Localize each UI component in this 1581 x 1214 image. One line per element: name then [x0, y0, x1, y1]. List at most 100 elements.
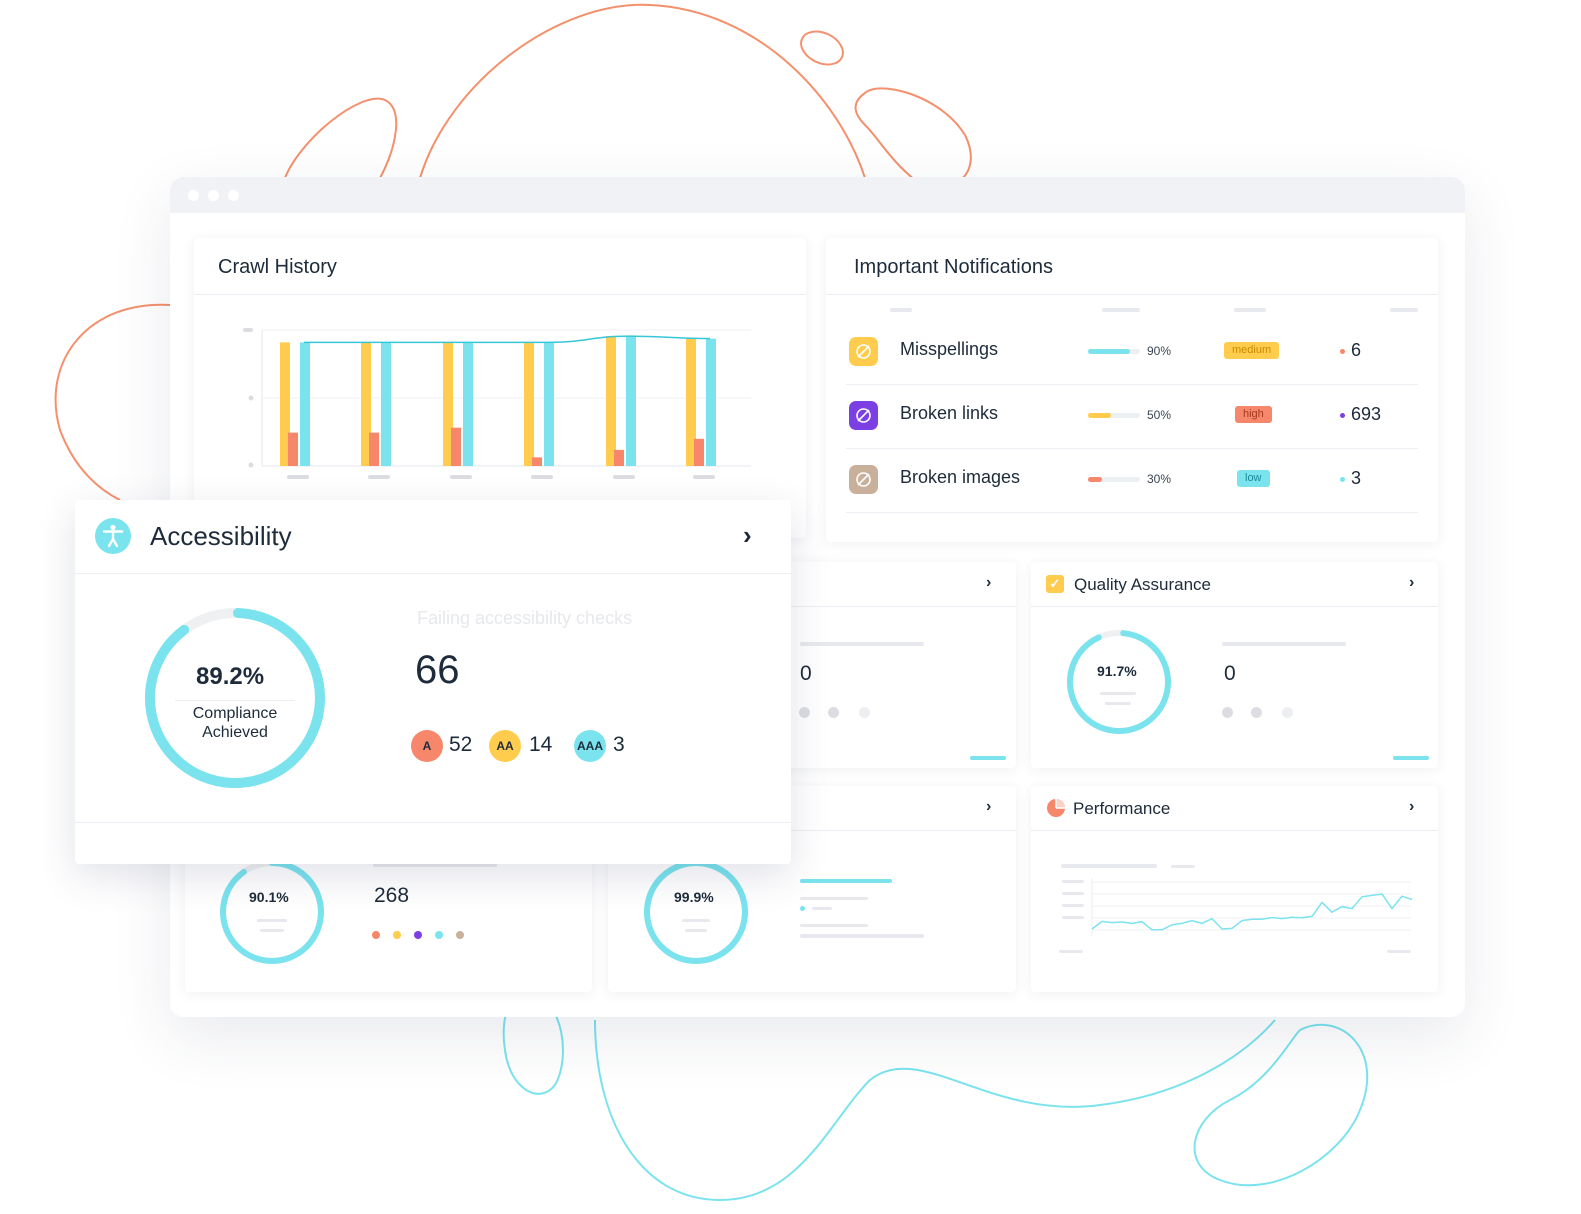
progress-track	[1088, 349, 1140, 354]
status-dot	[1282, 707, 1293, 718]
bar-cyan	[381, 342, 391, 466]
card-header: ›	[608, 786, 1016, 831]
y-tick-label	[1062, 892, 1084, 895]
notification-row[interactable]: Broken links 50% high 693	[846, 384, 1418, 449]
crawl-history-chart	[243, 328, 751, 479]
failing-checks-count: 66	[415, 648, 460, 692]
compliance-caption: Achieved	[202, 724, 268, 741]
card-header: Performance ›	[1031, 786, 1438, 831]
notification-count: 6	[1339, 340, 1362, 360]
bar-salmon	[288, 432, 298, 466]
notification-label: Broken links	[900, 403, 999, 423]
performance-title: Performance	[1073, 799, 1171, 818]
column-header-placeholder	[1234, 308, 1266, 312]
level-count: 14	[529, 733, 553, 756]
column-header-placeholder	[1390, 308, 1418, 312]
ring-progress	[145, 608, 325, 788]
accent-bar	[1393, 756, 1429, 760]
notification-row[interactable]: Misspellings 90% medium 6	[846, 320, 1418, 385]
progress-fill	[1088, 349, 1131, 354]
bottom-left-value: 268	[374, 884, 410, 907]
bar-salmon	[451, 427, 461, 466]
notification-label: Broken images	[900, 467, 1021, 487]
placeholder-bar	[260, 929, 284, 932]
qa-score-ring	[1067, 630, 1171, 734]
y-tick-label	[1062, 904, 1084, 907]
progress-track	[1088, 477, 1140, 482]
qa-score: 91.7%	[1097, 663, 1137, 679]
level-count: 3	[613, 733, 625, 756]
progress-fill	[1088, 413, 1112, 418]
legend-dot	[435, 931, 443, 939]
legend-dot	[456, 931, 464, 939]
x-tick-label	[531, 475, 553, 479]
placeholder-bar	[1061, 864, 1157, 868]
bar-cyan	[463, 342, 473, 466]
placeholder-bar	[1222, 642, 1346, 646]
y-tick-label	[248, 462, 254, 468]
x-tick-label	[613, 475, 635, 479]
card-divider	[75, 822, 791, 823]
status-dot	[800, 906, 805, 911]
score-value: 99.9%	[674, 889, 714, 905]
score-ring	[220, 860, 324, 964]
quality-assurance-card: ✓ Quality Assurance › 91.7% 0	[1031, 562, 1438, 768]
x-tick-label	[1387, 950, 1411, 953]
status-dot	[859, 707, 870, 718]
placeholder-bar	[682, 919, 710, 922]
chevron-right-icon[interactable]: ›	[1409, 574, 1415, 591]
placeholder-bar	[257, 919, 287, 922]
compliance-score: 89.2%	[196, 663, 265, 690]
x-tick-label	[450, 475, 472, 479]
notification-count: 693	[1339, 404, 1382, 424]
notification-percent: 30%	[1147, 472, 1172, 486]
level-badge: AAA	[574, 730, 606, 762]
placeholder-bar	[800, 897, 868, 900]
card-header: ✓ Quality Assurance ›	[1031, 562, 1438, 607]
score-value: 90.1%	[249, 889, 289, 905]
card-header: Crawl History	[194, 238, 806, 295]
placeholder-bar	[373, 863, 497, 867]
crawl-history-title: Crawl History	[218, 256, 337, 278]
y-tick-label	[243, 328, 253, 332]
placeholder-bar	[685, 929, 707, 932]
ring-progress	[644, 860, 748, 964]
card-header: Important Notifications	[826, 238, 1438, 295]
ring-progress	[220, 860, 324, 964]
chevron-right-icon[interactable]: ›	[986, 574, 992, 591]
window-dot	[188, 190, 199, 201]
notification-row[interactable]: Broken images 30% low 3	[846, 448, 1418, 513]
window-dot	[228, 190, 239, 201]
compliance-caption: Compliance	[192, 705, 278, 722]
placeholder-bar	[812, 907, 832, 910]
bar-cyan	[300, 342, 310, 466]
bar-cyan	[626, 336, 636, 466]
accessibility-title: Accessibility	[150, 521, 292, 551]
severity-badge: medium	[1224, 342, 1280, 359]
progress-fill	[1088, 477, 1103, 482]
placeholder-bar	[1105, 702, 1131, 705]
chevron-right-icon[interactable]: ›	[743, 520, 752, 550]
y-tick-label	[1062, 880, 1084, 883]
progress-track	[1088, 413, 1140, 418]
status-dot	[1251, 707, 1262, 718]
bar-cyan	[544, 342, 554, 466]
chevron-right-icon[interactable]: ›	[986, 798, 992, 815]
notifications-title: Important Notifications	[854, 256, 1053, 278]
broken-link-icon	[849, 401, 878, 430]
card-header: ›	[608, 562, 1016, 607]
legend-dot	[393, 931, 401, 939]
column-header-placeholder	[1102, 308, 1140, 312]
x-tick-label	[368, 475, 390, 479]
chevron-right-icon[interactable]: ›	[1409, 798, 1415, 815]
status-dot	[828, 707, 839, 718]
compliance-ring	[145, 608, 325, 788]
bar-yellow	[280, 342, 290, 466]
notification-label: Misspellings	[900, 339, 999, 359]
x-tick-label	[693, 475, 715, 479]
spellcheck-icon	[849, 337, 878, 366]
x-tick-label	[1059, 950, 1083, 953]
trend-line	[303, 335, 711, 344]
severity-badge: high	[1235, 406, 1272, 423]
bar-salmon	[614, 449, 624, 466]
